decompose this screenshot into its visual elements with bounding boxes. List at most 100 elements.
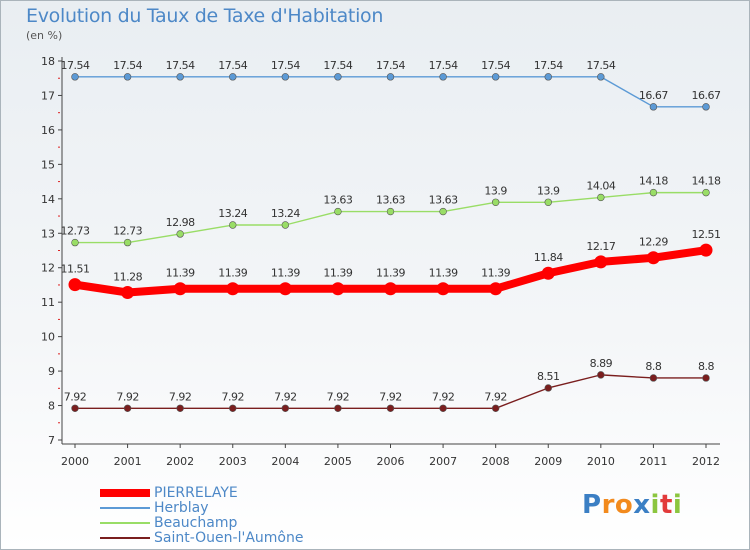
logo-letter: r (601, 490, 615, 520)
data-label: 7.92 (169, 390, 192, 403)
chart-legend: PIERRELAYE Herblay Beauchamp Saint-Ouen-l'A… (100, 485, 360, 546)
logo-letter: i (672, 490, 683, 520)
data-label: 7.92 (116, 390, 139, 403)
data-label: 16.67 (692, 89, 721, 102)
data-label: 7.92 (274, 390, 297, 403)
y-tick-label: 14 (41, 193, 55, 206)
data-label: 7.92 (64, 390, 87, 403)
data-point (71, 73, 79, 81)
data-label: 17.54 (113, 59, 142, 72)
data-label: 13.9 (484, 184, 507, 197)
data-point (331, 282, 345, 296)
data-label: 11.28 (113, 271, 142, 284)
legend-item: Saint-Ouen-l'Aumône (100, 530, 360, 546)
data-label: 7.92 (484, 390, 507, 403)
logo-letter: x (633, 490, 651, 520)
data-label: 11.39 (218, 267, 247, 280)
data-point (384, 282, 397, 296)
data-point (649, 188, 658, 197)
data-point (597, 73, 605, 81)
data-point (278, 282, 292, 296)
data-point (334, 207, 342, 216)
data-label: 13.63 (429, 194, 458, 207)
data-label: 11.51 (61, 263, 90, 276)
data-label: 11.39 (323, 267, 352, 280)
data-label: 8.89 (590, 357, 613, 370)
x-tick-label: 2008 (482, 455, 510, 468)
data-label: 17.54 (376, 59, 405, 72)
logo-letter: t (659, 490, 673, 520)
data-label: 12.98 (166, 216, 195, 229)
x-tick-label: 2011 (639, 455, 667, 468)
data-label: 14.04 (586, 179, 615, 192)
data-point (173, 282, 187, 296)
data-point (699, 243, 713, 257)
data-label: 11.39 (481, 267, 510, 280)
data-label: 16.67 (639, 89, 668, 102)
data-point (123, 73, 132, 81)
data-label: 17.54 (429, 59, 458, 72)
data-point (649, 103, 658, 111)
x-tick-label: 2005 (324, 455, 352, 468)
data-label: 11.84 (534, 251, 563, 264)
data-label: 17.54 (166, 59, 195, 72)
data-point (386, 404, 395, 413)
data-label: 17.54 (586, 59, 615, 72)
data-point (544, 198, 552, 206)
data-point (544, 73, 552, 81)
x-tick-label: 2000 (61, 455, 89, 468)
data-label: 8.8 (698, 360, 714, 373)
data-point (491, 404, 500, 413)
data-point (229, 73, 237, 81)
x-tick-label: 2007 (429, 455, 457, 468)
data-point (439, 73, 447, 81)
data-point (281, 404, 290, 413)
data-point (71, 238, 79, 247)
y-tick-label: 10 (41, 331, 55, 344)
data-label: 13.63 (376, 194, 405, 207)
y-tick-label: 9 (48, 365, 55, 378)
x-tick-label: 2002 (166, 455, 194, 468)
data-point (176, 404, 184, 413)
y-tick-label: 8 (48, 400, 55, 413)
data-label: 12.73 (61, 225, 90, 238)
data-point (439, 404, 447, 413)
data-label: 7.92 (222, 390, 245, 403)
data-point (123, 404, 132, 413)
data-point (649, 374, 658, 382)
chart-title: Evolution du Taux de Taxe d'Habitation (26, 5, 384, 27)
data-point (544, 384, 552, 392)
data-point (646, 251, 660, 265)
data-label: 7.92 (432, 390, 455, 403)
data-label: 7.92 (379, 390, 402, 403)
data-point (176, 73, 184, 81)
legend-item: PIERRELAYE (100, 485, 360, 501)
legend-item: Beauchamp (100, 515, 360, 531)
data-point (281, 221, 290, 229)
data-label: 13.63 (323, 194, 352, 207)
data-label: 17.54 (323, 59, 352, 72)
data-label: 11.39 (376, 267, 405, 280)
legend-item: Herblay (100, 500, 360, 516)
y-tick-label: 15 (41, 158, 55, 171)
data-point (386, 73, 395, 81)
data-point (491, 198, 500, 206)
data-point (439, 207, 447, 216)
data-point (229, 404, 237, 413)
y-tick-label: 7 (48, 434, 55, 447)
data-label: 13.24 (271, 207, 300, 220)
x-tick-label: 2006 (377, 455, 405, 468)
data-point (68, 278, 82, 292)
y-tick-label: 11 (41, 296, 55, 309)
legend-label: Beauchamp (154, 515, 238, 531)
data-label: 11.39 (429, 267, 458, 280)
legend-swatch (100, 507, 150, 509)
x-tick-label: 2009 (534, 455, 562, 468)
data-point (71, 404, 79, 413)
data-label: 12.29 (639, 236, 668, 249)
data-point (702, 188, 710, 197)
legend-swatch (100, 489, 150, 497)
data-label: 14.18 (639, 175, 668, 188)
data-label: 8.51 (537, 370, 560, 383)
